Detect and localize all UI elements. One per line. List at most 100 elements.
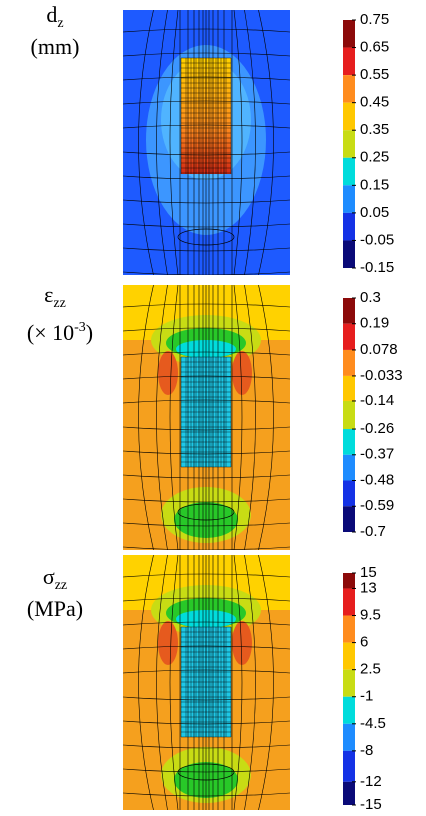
mesh-line bbox=[169, 285, 179, 550]
colorbar-tick-label: 0.19 bbox=[360, 315, 389, 332]
mesh-line bbox=[123, 669, 290, 674]
colorbar-band bbox=[343, 642, 355, 670]
mesh-line bbox=[244, 555, 256, 810]
unit-prefix: (× 10 bbox=[27, 320, 74, 345]
mesh-line bbox=[123, 303, 290, 308]
unit: (mm) bbox=[31, 34, 80, 59]
mesh-line bbox=[138, 285, 154, 550]
colorbar-band bbox=[343, 323, 355, 350]
subscript: zz bbox=[55, 578, 67, 593]
colorbar-tick-label: -0.14 bbox=[360, 392, 394, 409]
contour-region bbox=[158, 621, 178, 665]
colorbar-tick-label: 15 bbox=[360, 564, 377, 581]
mesh-line bbox=[123, 768, 290, 773]
colorbar-band bbox=[343, 781, 355, 805]
mesh-line bbox=[233, 285, 243, 550]
mesh-line bbox=[258, 285, 274, 550]
colorbar-tick-label: 0.55 bbox=[360, 66, 389, 83]
mesh-line bbox=[123, 498, 290, 503]
mesh-line bbox=[169, 555, 179, 810]
colorbar-band bbox=[343, 212, 355, 241]
mesh-line bbox=[123, 76, 290, 81]
colorbar-tick-label: -0.7 bbox=[360, 523, 386, 540]
unit: (× 10-3) bbox=[27, 320, 93, 345]
colorbar-band bbox=[343, 506, 355, 532]
mesh-line bbox=[123, 645, 290, 650]
colorbar-band bbox=[343, 588, 355, 616]
mesh-line bbox=[123, 450, 290, 455]
mesh-line bbox=[258, 555, 274, 810]
colorbar-band bbox=[343, 240, 355, 268]
contour-region bbox=[232, 621, 252, 665]
panel-label: dz bbox=[46, 2, 63, 31]
colorbar-band bbox=[343, 75, 355, 103]
mesh-line bbox=[123, 375, 290, 380]
colorbar-tick-label: -4.5 bbox=[360, 715, 386, 732]
colorbar-tick-label: -0.59 bbox=[360, 497, 394, 514]
contour-plot bbox=[123, 285, 290, 550]
mesh-line bbox=[123, 151, 290, 156]
colorbar-tick-label: -0.15 bbox=[360, 259, 394, 276]
colorbar-tick-label: 0.65 bbox=[360, 39, 389, 56]
colorbar-band bbox=[343, 157, 355, 186]
mesh-line bbox=[123, 100, 290, 105]
colorbar-tick-label: 0.75 bbox=[360, 11, 389, 28]
mesh-line bbox=[123, 621, 290, 626]
symbol: d bbox=[46, 2, 57, 27]
mesh-line bbox=[138, 10, 154, 275]
mesh-line bbox=[123, 792, 290, 797]
colorbar-tick-label: 0.05 bbox=[360, 204, 389, 221]
colorbar-band bbox=[343, 130, 355, 158]
mesh-line bbox=[169, 10, 179, 275]
colorbar-band bbox=[343, 723, 355, 751]
unit: (MPa) bbox=[27, 596, 83, 621]
colorbar-tick-label: -8 bbox=[360, 742, 373, 759]
colorbar-band bbox=[343, 20, 355, 48]
mesh-line bbox=[123, 744, 290, 749]
colorbar-tick-label: 6 bbox=[360, 634, 368, 651]
colorbar-band bbox=[343, 454, 355, 481]
panel-label: σzz bbox=[43, 564, 67, 593]
colorbar-tick-label: 0.35 bbox=[360, 121, 389, 138]
mesh-line bbox=[258, 10, 274, 275]
subscript: z bbox=[57, 16, 63, 31]
colorbar-tick-label: 13 bbox=[360, 579, 377, 596]
colorbar-band bbox=[343, 47, 355, 76]
mesh-line bbox=[123, 223, 290, 228]
mesh-line bbox=[123, 696, 290, 701]
colorbar-band bbox=[343, 696, 355, 724]
colorbar-band bbox=[343, 400, 355, 430]
colorbar-band bbox=[343, 102, 355, 131]
colorbar-tick-label: 0.078 bbox=[360, 341, 398, 358]
colorbar-tick-label: -1 bbox=[360, 688, 373, 705]
colorbar-tick-label: 9.5 bbox=[360, 607, 381, 624]
mesh-line bbox=[156, 285, 168, 550]
mesh-line bbox=[123, 124, 290, 129]
mesh-line bbox=[123, 175, 290, 180]
unit-suffix: ) bbox=[86, 320, 93, 345]
mesh-line bbox=[156, 10, 168, 275]
colorbar-tick-label: 2.5 bbox=[360, 661, 381, 678]
mesh-line bbox=[123, 351, 290, 356]
colorbar-band bbox=[343, 298, 355, 324]
colorbar-tick-label: 0.3 bbox=[360, 289, 381, 306]
mesh-line bbox=[123, 52, 290, 57]
mesh-line bbox=[123, 399, 290, 404]
colorbar-tick-label: -0.48 bbox=[360, 471, 394, 488]
mesh-line bbox=[177, 503, 235, 521]
contour-plot bbox=[123, 555, 290, 810]
mesh-line bbox=[123, 597, 290, 602]
colorbar-band bbox=[343, 185, 355, 213]
colorbar-band bbox=[343, 375, 355, 401]
superscript: -3 bbox=[74, 320, 86, 335]
mesh-line bbox=[177, 763, 235, 781]
mesh-line bbox=[233, 10, 243, 275]
mesh-line bbox=[244, 285, 256, 550]
mesh-line bbox=[138, 555, 154, 810]
colorbar-band bbox=[343, 349, 355, 376]
colorbar-tick-label: -12 bbox=[360, 773, 382, 790]
mesh-line bbox=[123, 522, 290, 527]
colorbar-band bbox=[343, 669, 355, 697]
mesh-line bbox=[233, 555, 243, 810]
